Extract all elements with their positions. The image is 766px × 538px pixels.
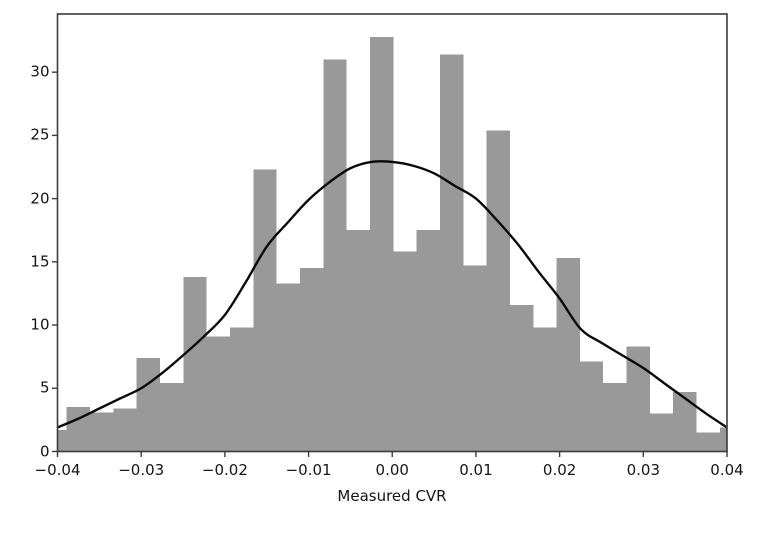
histogram-bar xyxy=(346,230,370,452)
histogram-bar xyxy=(183,277,207,452)
y-tick-label: 20 xyxy=(30,189,50,208)
histogram-bar xyxy=(463,265,487,452)
histogram-bar xyxy=(556,258,580,452)
y-tick-label: 0 xyxy=(39,442,50,460)
histogram-bar xyxy=(369,36,394,452)
histogram-bar xyxy=(603,383,627,452)
histogram-bar xyxy=(276,283,300,452)
histogram-bar xyxy=(626,346,650,452)
x-axis-label: Measured CVR xyxy=(337,487,447,505)
histogram-bar xyxy=(206,336,230,452)
x-tick-label: −0.01 xyxy=(285,460,332,479)
y-tick-label: 15 xyxy=(30,252,50,271)
histogram-bar xyxy=(253,169,277,452)
histogram-bar xyxy=(57,430,67,452)
tick-marks xyxy=(52,71,728,457)
histogram-bar xyxy=(393,251,417,452)
histogram-bars xyxy=(57,36,727,452)
x-tick-label: 0.02 xyxy=(542,460,577,479)
x-tick-label: −0.04 xyxy=(34,460,81,479)
histogram-bar xyxy=(160,383,184,452)
histogram-bar xyxy=(416,230,440,452)
histogram-bar xyxy=(719,427,727,452)
histogram-bar xyxy=(673,392,697,452)
histogram-bar xyxy=(66,407,91,452)
histogram-bar xyxy=(486,130,510,452)
x-tick-label: −0.02 xyxy=(201,460,248,479)
histogram-bar xyxy=(696,432,720,452)
histogram-bar xyxy=(90,412,114,452)
x-tick-label: 0.01 xyxy=(459,460,493,479)
density-curve xyxy=(57,160,727,429)
x-tick-label: 0.04 xyxy=(710,460,744,479)
histogram-bar xyxy=(299,268,324,452)
y-tick-label: 30 xyxy=(30,62,50,81)
x-tick-label: −0.03 xyxy=(118,460,165,479)
y-tick-label: 5 xyxy=(39,378,50,397)
histogram-bar xyxy=(136,357,161,452)
histogram-bar xyxy=(533,327,557,452)
histogram-bar xyxy=(323,59,347,452)
plot-border xyxy=(56,13,728,453)
histogram-bar xyxy=(113,408,137,452)
histogram-bar xyxy=(439,54,464,452)
histogram-bar xyxy=(579,361,604,452)
y-tick-label: 10 xyxy=(30,315,50,334)
x-tick-label: 0.03 xyxy=(626,460,661,479)
y-tick-label: 25 xyxy=(30,125,50,144)
histogram-bar xyxy=(509,304,534,452)
histogram-bar xyxy=(649,413,674,452)
x-tick-label: 0.00 xyxy=(375,460,409,479)
histogram-bar xyxy=(229,327,254,452)
